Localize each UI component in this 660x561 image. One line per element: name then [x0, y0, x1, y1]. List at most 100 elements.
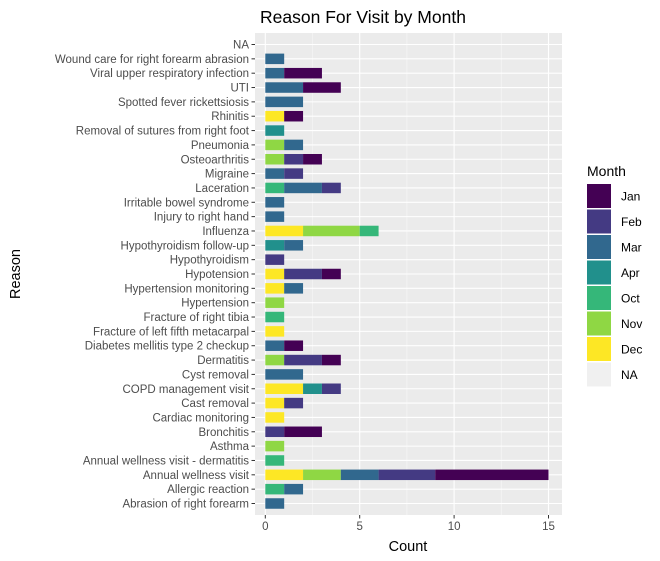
bars: [265, 53, 549, 509]
bar-pneumonia-mar: [284, 139, 304, 151]
bar-wound-care-for-right-forearm-abrasion-mar: [265, 53, 285, 65]
y-tick-label: Irritable bowel syndrome: [124, 197, 249, 209]
bar-asthma-nov: [265, 440, 285, 452]
bar-hypothyroidism-feb: [265, 254, 285, 265]
legend-key-jan: [587, 184, 611, 208]
y-tick-label: Allergic reaction: [167, 484, 249, 496]
bar-bronchitis-jan: [284, 426, 322, 438]
bar-injury-to-right-hand-mar: [265, 211, 285, 222]
y-tick-label: Wound care for right forearm abrasion: [55, 54, 249, 66]
y-tick-label: UTI: [230, 83, 249, 95]
bar-copd-management-visit-apr: [303, 383, 322, 394]
grid: [255, 33, 562, 515]
bar-fracture-of-right-tibia-oct: [265, 311, 285, 323]
y-tick-label: Hypothyroidism: [170, 255, 249, 267]
bar-osteoarthritis-nov: [265, 154, 285, 165]
y-tick-label: Spotted fever rickettsiosis: [118, 97, 249, 109]
y-tick-label: Removal of sutures from right foot: [76, 126, 250, 138]
bar-osteoarthritis-jan: [303, 154, 322, 165]
y-tick-label: Laceration: [195, 183, 249, 195]
chart-title: Reason For Visit by Month: [260, 7, 466, 27]
bar-fracture-of-left-fifth-metacarpal-dec: [265, 326, 285, 337]
legend-key-oct: [587, 286, 611, 310]
bar-cyst-removal-mar: [265, 369, 304, 380]
bar-annual-wellness-visit-dermatitis-oct: [265, 455, 285, 466]
bar-irritable-bowel-syndrome-mar: [265, 197, 285, 208]
bar-diabetes-mellitis-type-2-checkup-mar: [265, 340, 285, 351]
legend-label-nov: Nov: [621, 317, 642, 331]
bar-annual-wellness-visit-nov: [303, 469, 341, 481]
y-tick-label: Annual wellness visit: [143, 470, 250, 482]
y-tick-label: Osteoarthritis: [181, 154, 250, 166]
y-tick-label: Fracture of left fifth metacarpal: [93, 326, 249, 338]
y-tick-label: Hypertension: [181, 298, 249, 310]
y-tick-label: NA: [233, 40, 249, 52]
bar-viral-upper-respiratory-infection-mar: [265, 67, 285, 79]
y-tick-label: Rhinitis: [211, 111, 249, 123]
bar-copd-management-visit-dec: [265, 383, 304, 394]
bar-cardiac-monitoring-dec: [265, 412, 285, 423]
y-tick-label: Asthma: [210, 441, 250, 453]
bar-hypertension-monitoring-mar: [284, 283, 304, 294]
y-tick-label: Hypothyroidism follow-up: [121, 240, 249, 252]
y-tick-label: Diabetes mellitis type 2 checkup: [85, 341, 249, 353]
bar-laceration-mar: [284, 182, 322, 194]
x-tick-label: 0: [262, 521, 268, 533]
y-tick-label: Viral upper respiratory infection: [90, 68, 249, 80]
y-tick-label: Hypotension: [185, 269, 249, 281]
bar-influenza-oct: [359, 225, 379, 237]
x-axis: 0 5 10 15: [262, 515, 555, 533]
y-tick-label: Pneumonia: [191, 140, 250, 152]
legend-label-na: NA: [621, 368, 638, 382]
x-axis-title: Count: [389, 539, 428, 555]
bar-copd-management-visit-feb: [321, 383, 341, 394]
bar-laceration-oct: [265, 182, 285, 194]
bar-hypothyroidism-follow-up-apr: [265, 240, 285, 251]
bar-uti-mar: [265, 82, 304, 93]
bar-viral-upper-respiratory-infection-jan: [284, 67, 322, 79]
y-tick-label: Dermatitis: [197, 355, 249, 367]
bar-bronchitis-feb: [265, 426, 285, 438]
bar-allergic-reaction-oct: [265, 483, 285, 495]
legend-title: Month: [587, 163, 626, 179]
bar-dermatitis-feb: [284, 354, 322, 366]
bar-uti-jan: [303, 82, 341, 93]
legend-key-nov: [587, 311, 611, 336]
y-tick-label: Cast removal: [181, 398, 249, 410]
legend-label-apr: Apr: [621, 266, 640, 280]
y-tick-label: Cyst removal: [182, 369, 249, 381]
legend-key-mar: [587, 235, 611, 259]
y-tick-label: Migraine: [205, 169, 249, 181]
bar-laceration-feb: [321, 182, 341, 194]
y-axis-title: Reason: [8, 249, 24, 299]
bar-cast-removal-dec: [265, 397, 285, 409]
legend-key-na: [587, 362, 611, 387]
bar-pneumonia-nov: [265, 139, 285, 151]
bar-migraine-mar: [265, 168, 285, 179]
legend-key-dec: [587, 337, 611, 361]
bar-dermatitis-nov: [265, 354, 285, 366]
bar-hypertension-monitoring-dec: [265, 283, 285, 294]
bar-hypotension-feb: [284, 268, 322, 280]
bar-allergic-reaction-mar: [284, 483, 304, 495]
bar-diabetes-mellitis-type-2-checkup-jan: [284, 340, 304, 351]
y-tick-label: Hypertension monitoring: [124, 283, 249, 295]
legend-key-apr: [587, 260, 611, 285]
x-tick-label: 15: [542, 521, 555, 533]
bar-annual-wellness-visit-jan: [435, 469, 549, 481]
y-tick-label: Influenza: [202, 226, 249, 238]
bar-hypotension-jan: [321, 268, 341, 280]
bar-hypothyroidism-follow-up-mar: [284, 240, 304, 251]
y-tick-label: Injury to right hand: [154, 212, 249, 224]
bar-rhinitis-dec: [265, 110, 285, 122]
legend-label-oct: Oct: [621, 292, 640, 306]
y-axis: NA Wound care for right forearm abrasion V…: [55, 40, 255, 511]
legend-label-jan: Jan: [621, 190, 640, 204]
y-tick-label: Annual wellness visit - dermatitis: [83, 455, 249, 467]
bar-annual-wellness-visit-feb: [378, 469, 436, 481]
y-tick-label: Fracture of right tibia: [144, 312, 250, 324]
y-tick-label: COPD management visit: [122, 384, 249, 396]
bar-annual-wellness-visit-mar: [340, 469, 379, 481]
x-tick-label: 5: [356, 521, 362, 533]
